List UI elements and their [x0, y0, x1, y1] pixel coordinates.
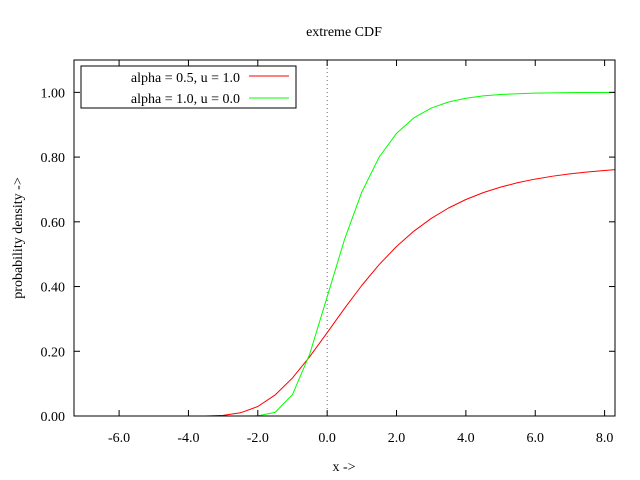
axis-ticks: -6.0 -4.0 -2.0 0.0 2.0 4.0 6.0 8.0 0.00 0.20 0.40 0…: [41, 60, 615, 446]
y-tick-label: 0.80: [41, 151, 66, 166]
x-axis-label: x ->: [332, 460, 355, 475]
legend-label-series-2: alpha = 1.0, u = 0.0: [131, 92, 240, 107]
chart-title: extreme CDF: [306, 25, 382, 40]
legend: alpha = 0.5, u = 1.0 alpha = 1.0, u = 0.…: [80, 65, 297, 109]
y-axis-label: probability density ->: [11, 177, 26, 299]
x-tick-label: -4.0: [177, 431, 199, 446]
x-tick-label: -6.0: [108, 431, 130, 446]
x-tick-label: 8.0: [596, 431, 614, 446]
y-tick-label: 0.60: [41, 216, 66, 231]
legend-label-series-1: alpha = 0.5, u = 1.0: [131, 71, 240, 86]
y-tick-label: 1.00: [41, 86, 66, 101]
x-tick-label: 0.0: [318, 431, 336, 446]
y-tick-label: 0.20: [41, 345, 66, 360]
series-layer: [74, 91, 616, 417]
plot-frame: [73, 59, 616, 417]
x-tick-label: 4.0: [457, 431, 475, 446]
x-tick-label: 2.0: [388, 431, 406, 446]
series-line-1: [74, 169, 616, 417]
y-tick-label: 0.00: [41, 410, 66, 425]
plot-area: [74, 60, 616, 417]
y-tick-label: 0.40: [41, 281, 66, 296]
x-tick-label: 6.0: [526, 431, 544, 446]
x-tick-label: -2.0: [247, 431, 269, 446]
series-line-2: [74, 91, 616, 417]
legend-box: [80, 65, 297, 109]
